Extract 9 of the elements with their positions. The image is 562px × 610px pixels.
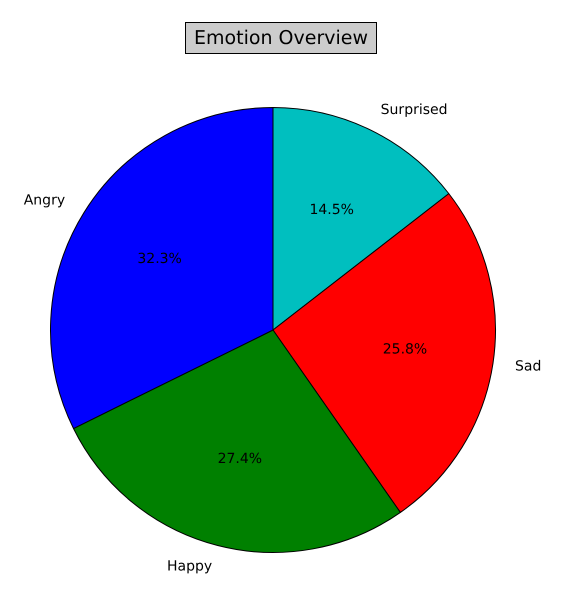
slice-label: Surprised — [380, 102, 448, 118]
slice-label: Sad — [514, 358, 542, 374]
data-label: 32.3% — [137, 251, 182, 268]
data-label: 27.4% — [218, 450, 262, 467]
slice-label: Happy — [166, 558, 212, 575]
slice-label: Angry — [24, 192, 66, 208]
data-label: 14.5% — [309, 202, 354, 218]
chart-title: Emotion Overview — [184, 22, 378, 54]
data-label: 25.8% — [382, 342, 428, 358]
